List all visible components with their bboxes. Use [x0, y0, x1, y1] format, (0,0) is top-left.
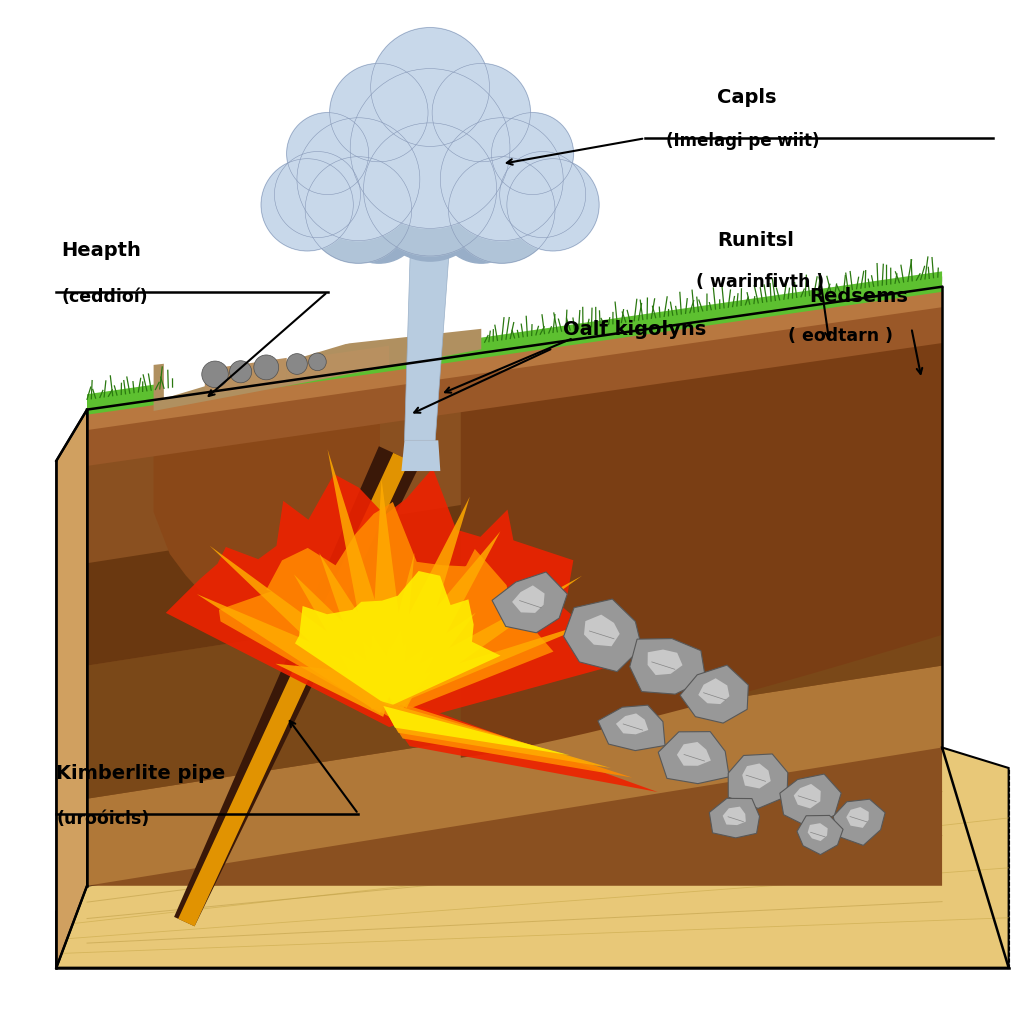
Polygon shape: [728, 754, 787, 808]
Circle shape: [507, 159, 599, 251]
Polygon shape: [87, 666, 942, 886]
Circle shape: [371, 28, 489, 146]
Circle shape: [287, 353, 307, 375]
Polygon shape: [87, 297, 942, 466]
Circle shape: [432, 63, 530, 162]
Polygon shape: [493, 572, 567, 633]
Polygon shape: [87, 276, 942, 430]
Polygon shape: [178, 453, 410, 927]
Polygon shape: [647, 649, 683, 675]
Polygon shape: [797, 815, 843, 855]
Polygon shape: [319, 553, 407, 705]
Polygon shape: [834, 799, 885, 846]
Polygon shape: [401, 440, 440, 471]
Circle shape: [229, 360, 252, 383]
Polygon shape: [630, 639, 706, 694]
Polygon shape: [87, 532, 942, 799]
Polygon shape: [404, 205, 453, 440]
Text: ( eodtarn ): ( eodtarn ): [788, 327, 894, 345]
Circle shape: [297, 118, 420, 241]
Polygon shape: [56, 410, 87, 968]
Polygon shape: [710, 799, 760, 838]
Circle shape: [500, 152, 586, 238]
Polygon shape: [87, 276, 942, 404]
Polygon shape: [658, 731, 729, 783]
Polygon shape: [174, 446, 420, 927]
Polygon shape: [328, 450, 404, 700]
Polygon shape: [376, 695, 632, 777]
Polygon shape: [294, 574, 407, 710]
Polygon shape: [563, 599, 642, 672]
Polygon shape: [87, 512, 942, 886]
Polygon shape: [87, 271, 942, 415]
Polygon shape: [369, 687, 657, 792]
Circle shape: [261, 159, 353, 251]
Polygon shape: [287, 346, 389, 381]
Polygon shape: [723, 807, 745, 825]
Circle shape: [350, 69, 510, 228]
Polygon shape: [615, 714, 648, 734]
Circle shape: [492, 113, 573, 195]
Text: Redsems: Redsems: [809, 288, 908, 306]
Text: Oalf kigolyns: Oalf kigolyns: [563, 321, 707, 339]
Polygon shape: [377, 553, 415, 698]
Polygon shape: [680, 666, 749, 723]
Polygon shape: [87, 430, 942, 666]
Polygon shape: [210, 546, 399, 709]
Polygon shape: [154, 388, 380, 717]
Polygon shape: [808, 823, 827, 841]
Polygon shape: [677, 742, 711, 766]
Polygon shape: [376, 612, 476, 710]
Polygon shape: [295, 571, 501, 707]
Polygon shape: [380, 700, 611, 768]
Polygon shape: [385, 616, 607, 707]
Polygon shape: [219, 502, 554, 717]
Polygon shape: [598, 706, 665, 751]
Polygon shape: [780, 774, 841, 827]
Polygon shape: [461, 307, 942, 758]
Polygon shape: [372, 531, 501, 708]
Polygon shape: [382, 575, 582, 708]
Polygon shape: [205, 357, 287, 395]
Text: Heapth: Heapth: [61, 242, 141, 260]
Polygon shape: [197, 594, 398, 714]
Circle shape: [438, 177, 524, 263]
Polygon shape: [846, 807, 868, 827]
Circle shape: [364, 123, 497, 256]
Polygon shape: [369, 479, 410, 697]
Circle shape: [287, 113, 369, 195]
Polygon shape: [275, 664, 395, 717]
Circle shape: [202, 361, 228, 388]
Circle shape: [440, 118, 563, 241]
Text: Runitsl: Runitsl: [717, 231, 794, 250]
Polygon shape: [742, 764, 771, 788]
Polygon shape: [371, 497, 470, 703]
Text: Capls: Capls: [717, 88, 776, 106]
Circle shape: [274, 152, 360, 238]
Polygon shape: [584, 614, 620, 646]
Polygon shape: [794, 784, 821, 808]
Circle shape: [336, 177, 422, 263]
Text: (uroóicls): (uroóicls): [56, 810, 150, 828]
Text: Kimberlite pipe: Kimberlite pipe: [56, 764, 225, 782]
Text: (ceddioí): (ceddioí): [61, 288, 148, 306]
Circle shape: [374, 148, 486, 261]
Text: (Imelagi pe wiit): (Imelagi pe wiit): [666, 132, 819, 151]
Circle shape: [305, 157, 412, 263]
Polygon shape: [698, 678, 729, 705]
Circle shape: [330, 63, 428, 162]
Polygon shape: [87, 287, 942, 886]
Polygon shape: [164, 228, 492, 398]
Polygon shape: [383, 706, 570, 756]
Circle shape: [449, 157, 555, 263]
Polygon shape: [166, 468, 627, 727]
Polygon shape: [154, 329, 481, 411]
Text: ( warinfivth ): ( warinfivth ): [696, 272, 824, 291]
Polygon shape: [56, 748, 1009, 968]
Circle shape: [308, 353, 327, 371]
Circle shape: [254, 355, 279, 380]
Polygon shape: [512, 586, 545, 613]
